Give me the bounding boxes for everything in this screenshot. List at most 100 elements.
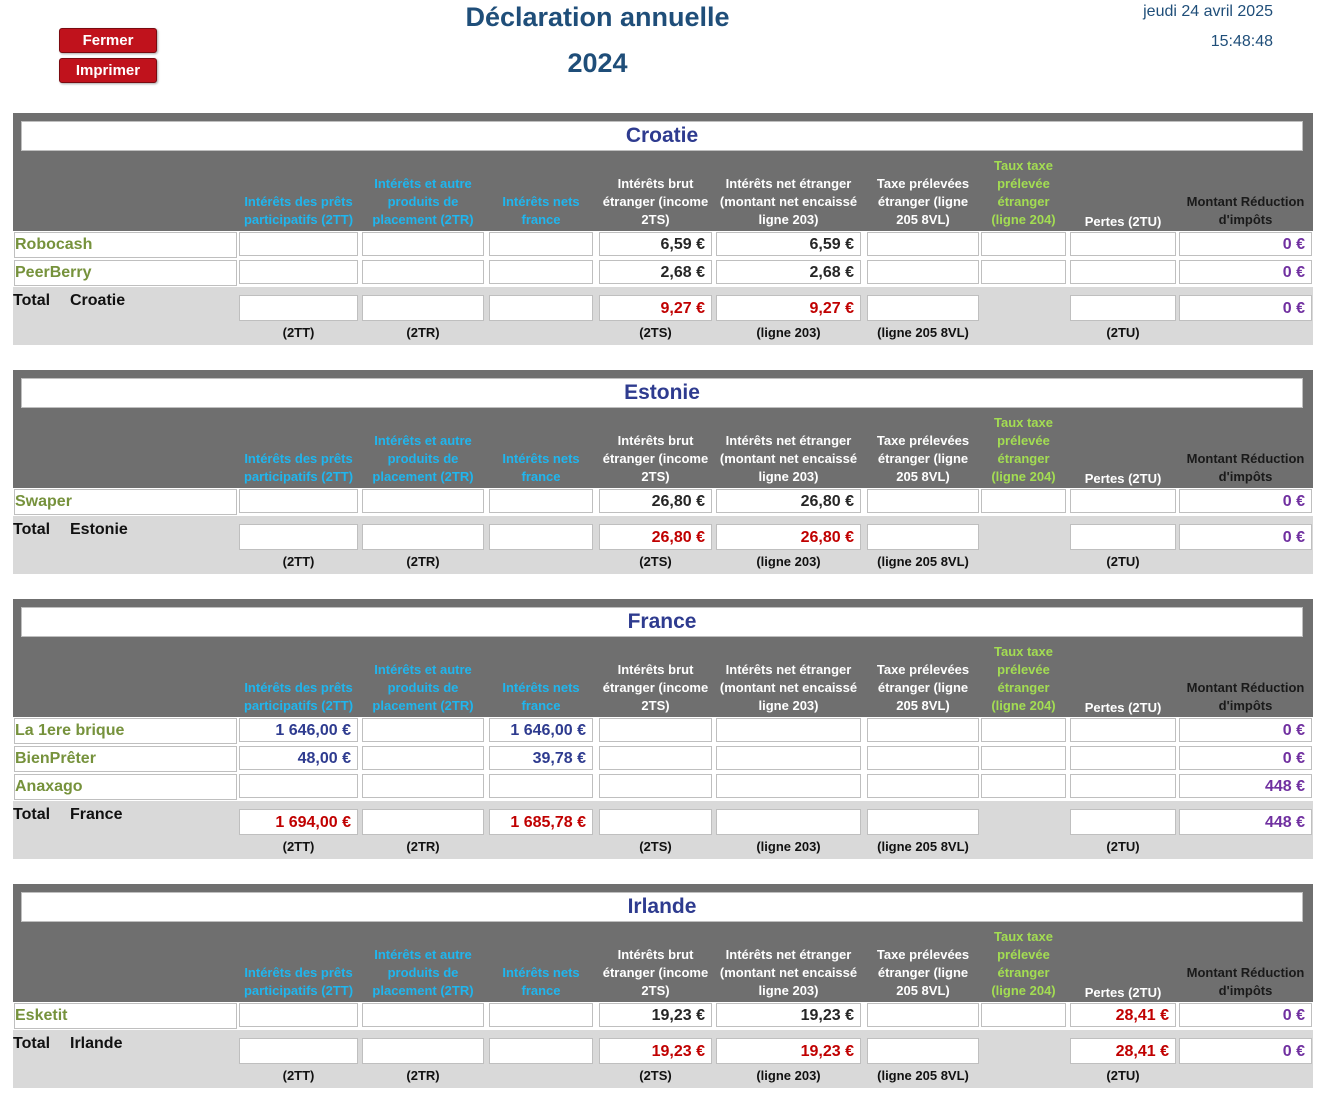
cell-c1[interactable] <box>239 260 358 284</box>
total-cell-c4[interactable]: 19,23 € <box>599 1038 712 1064</box>
cell-c8[interactable] <box>1070 489 1176 513</box>
cell-c4[interactable]: 19,23 € <box>599 1003 712 1027</box>
cell-c9[interactable]: 0 € <box>1179 260 1312 284</box>
cell-c8[interactable]: 28,41 € <box>1070 1003 1176 1027</box>
platform-name: PeerBerry <box>14 260 237 286</box>
total-cell-c4[interactable]: 26,80 € <box>599 524 712 550</box>
cell-c1[interactable]: 1 646,00 € <box>239 718 358 742</box>
total-cell-c1[interactable] <box>239 1038 358 1064</box>
cell-c4[interactable] <box>599 774 712 798</box>
total-cell-c5[interactable] <box>716 809 861 835</box>
cell-c8[interactable] <box>1070 774 1176 798</box>
cell-c3[interactable] <box>489 1003 593 1027</box>
cell-c3[interactable]: 39,78 € <box>489 746 593 770</box>
cell-c1[interactable] <box>239 489 358 513</box>
total-cell-c1[interactable] <box>239 295 358 321</box>
cell-c7[interactable] <box>981 774 1066 798</box>
total-cell-c9[interactable]: 0 € <box>1179 295 1312 321</box>
cell-c5[interactable] <box>716 774 861 798</box>
total-cell-c4[interactable] <box>599 809 712 835</box>
cell-c4[interactable]: 26,80 € <box>599 489 712 513</box>
total-cell-c1[interactable]: 1 694,00 € <box>239 809 358 835</box>
total-cell-c5[interactable]: 26,80 € <box>716 524 861 550</box>
cell-c5[interactable]: 19,23 € <box>716 1003 861 1027</box>
cell-c1[interactable] <box>239 1003 358 1027</box>
total-cell-c2[interactable] <box>362 809 484 835</box>
cell-c3[interactable] <box>489 774 593 798</box>
cell-c4[interactable] <box>599 746 712 770</box>
total-cell-c5[interactable]: 19,23 € <box>716 1038 861 1064</box>
cell-c8[interactable] <box>1070 746 1176 770</box>
cell-c8[interactable] <box>1070 718 1176 742</box>
cell-c7[interactable] <box>981 746 1066 770</box>
total-cell-c3[interactable]: 1 685,78 € <box>489 809 593 835</box>
cell-c6[interactable] <box>867 232 979 256</box>
cell-c6[interactable] <box>867 774 979 798</box>
total-cell-c9[interactable]: 0 € <box>1179 1038 1312 1064</box>
total-cell-c8[interactable] <box>1070 524 1176 550</box>
total-cell-c8[interactable] <box>1070 295 1176 321</box>
cell-c9[interactable]: 0 € <box>1179 718 1312 742</box>
print-button[interactable]: Imprimer <box>59 58 157 83</box>
total-cell-c6[interactable] <box>867 1038 979 1064</box>
cell-c5[interactable] <box>716 746 861 770</box>
cell-c4[interactable] <box>599 718 712 742</box>
footer-code-f6: (ligne 205 8VL) <box>877 839 969 854</box>
cell-c2[interactable] <box>362 774 484 798</box>
cell-c2[interactable] <box>362 718 484 742</box>
cell-c6[interactable] <box>867 260 979 284</box>
total-cell-c6[interactable] <box>867 524 979 550</box>
cell-c9[interactable]: 448 € <box>1179 774 1312 798</box>
footer-code-f8: (2TU) <box>1106 1068 1140 1083</box>
cell-c2[interactable] <box>362 260 484 284</box>
cell-c7[interactable] <box>981 718 1066 742</box>
cell-c7[interactable] <box>981 1003 1066 1027</box>
cell-c3[interactable] <box>489 489 593 513</box>
cell-c7[interactable] <box>981 489 1066 513</box>
total-cell-c6[interactable] <box>867 295 979 321</box>
cell-c4[interactable]: 6,59 € <box>599 232 712 256</box>
cell-c3[interactable] <box>489 232 593 256</box>
cell-c6[interactable] <box>867 718 979 742</box>
total-cell-c2[interactable] <box>362 295 484 321</box>
total-cell-c8[interactable]: 28,41 € <box>1070 1038 1176 1064</box>
total-cell-c3[interactable] <box>489 524 593 550</box>
cell-c6[interactable] <box>867 1003 979 1027</box>
cell-c9[interactable]: 0 € <box>1179 232 1312 256</box>
cell-c1[interactable] <box>239 774 358 798</box>
cell-c2[interactable] <box>362 1003 484 1027</box>
cell-c8[interactable] <box>1070 232 1176 256</box>
total-cell-c3[interactable] <box>489 1038 593 1064</box>
cell-c7[interactable] <box>981 232 1066 256</box>
total-cell-c1[interactable] <box>239 524 358 550</box>
cell-c2[interactable] <box>362 489 484 513</box>
cell-c5[interactable]: 26,80 € <box>716 489 861 513</box>
cell-c5[interactable]: 6,59 € <box>716 232 861 256</box>
cell-c2[interactable] <box>362 232 484 256</box>
total-cell-c5[interactable]: 9,27 € <box>716 295 861 321</box>
cell-c2[interactable] <box>362 746 484 770</box>
total-cell-c8[interactable] <box>1070 809 1176 835</box>
total-cell-c2[interactable] <box>362 1038 484 1064</box>
cell-c9[interactable]: 0 € <box>1179 1003 1312 1027</box>
total-cell-c9[interactable]: 448 € <box>1179 809 1312 835</box>
cell-c3[interactable] <box>489 260 593 284</box>
cell-c5[interactable] <box>716 718 861 742</box>
cell-c9[interactable]: 0 € <box>1179 746 1312 770</box>
total-cell-c4[interactable]: 9,27 € <box>599 295 712 321</box>
cell-c4[interactable]: 2,68 € <box>599 260 712 284</box>
cell-c1[interactable] <box>239 232 358 256</box>
cell-c6[interactable] <box>867 746 979 770</box>
cell-c6[interactable] <box>867 489 979 513</box>
total-cell-c2[interactable] <box>362 524 484 550</box>
total-cell-c3[interactable] <box>489 295 593 321</box>
cell-c5[interactable]: 2,68 € <box>716 260 861 284</box>
cell-c7[interactable] <box>981 260 1066 284</box>
cell-c8[interactable] <box>1070 260 1176 284</box>
cell-c1[interactable]: 48,00 € <box>239 746 358 770</box>
total-cell-c9[interactable]: 0 € <box>1179 524 1312 550</box>
close-button[interactable]: Fermer <box>59 28 157 53</box>
cell-c9[interactable]: 0 € <box>1179 489 1312 513</box>
cell-c3[interactable]: 1 646,00 € <box>489 718 593 742</box>
total-cell-c6[interactable] <box>867 809 979 835</box>
